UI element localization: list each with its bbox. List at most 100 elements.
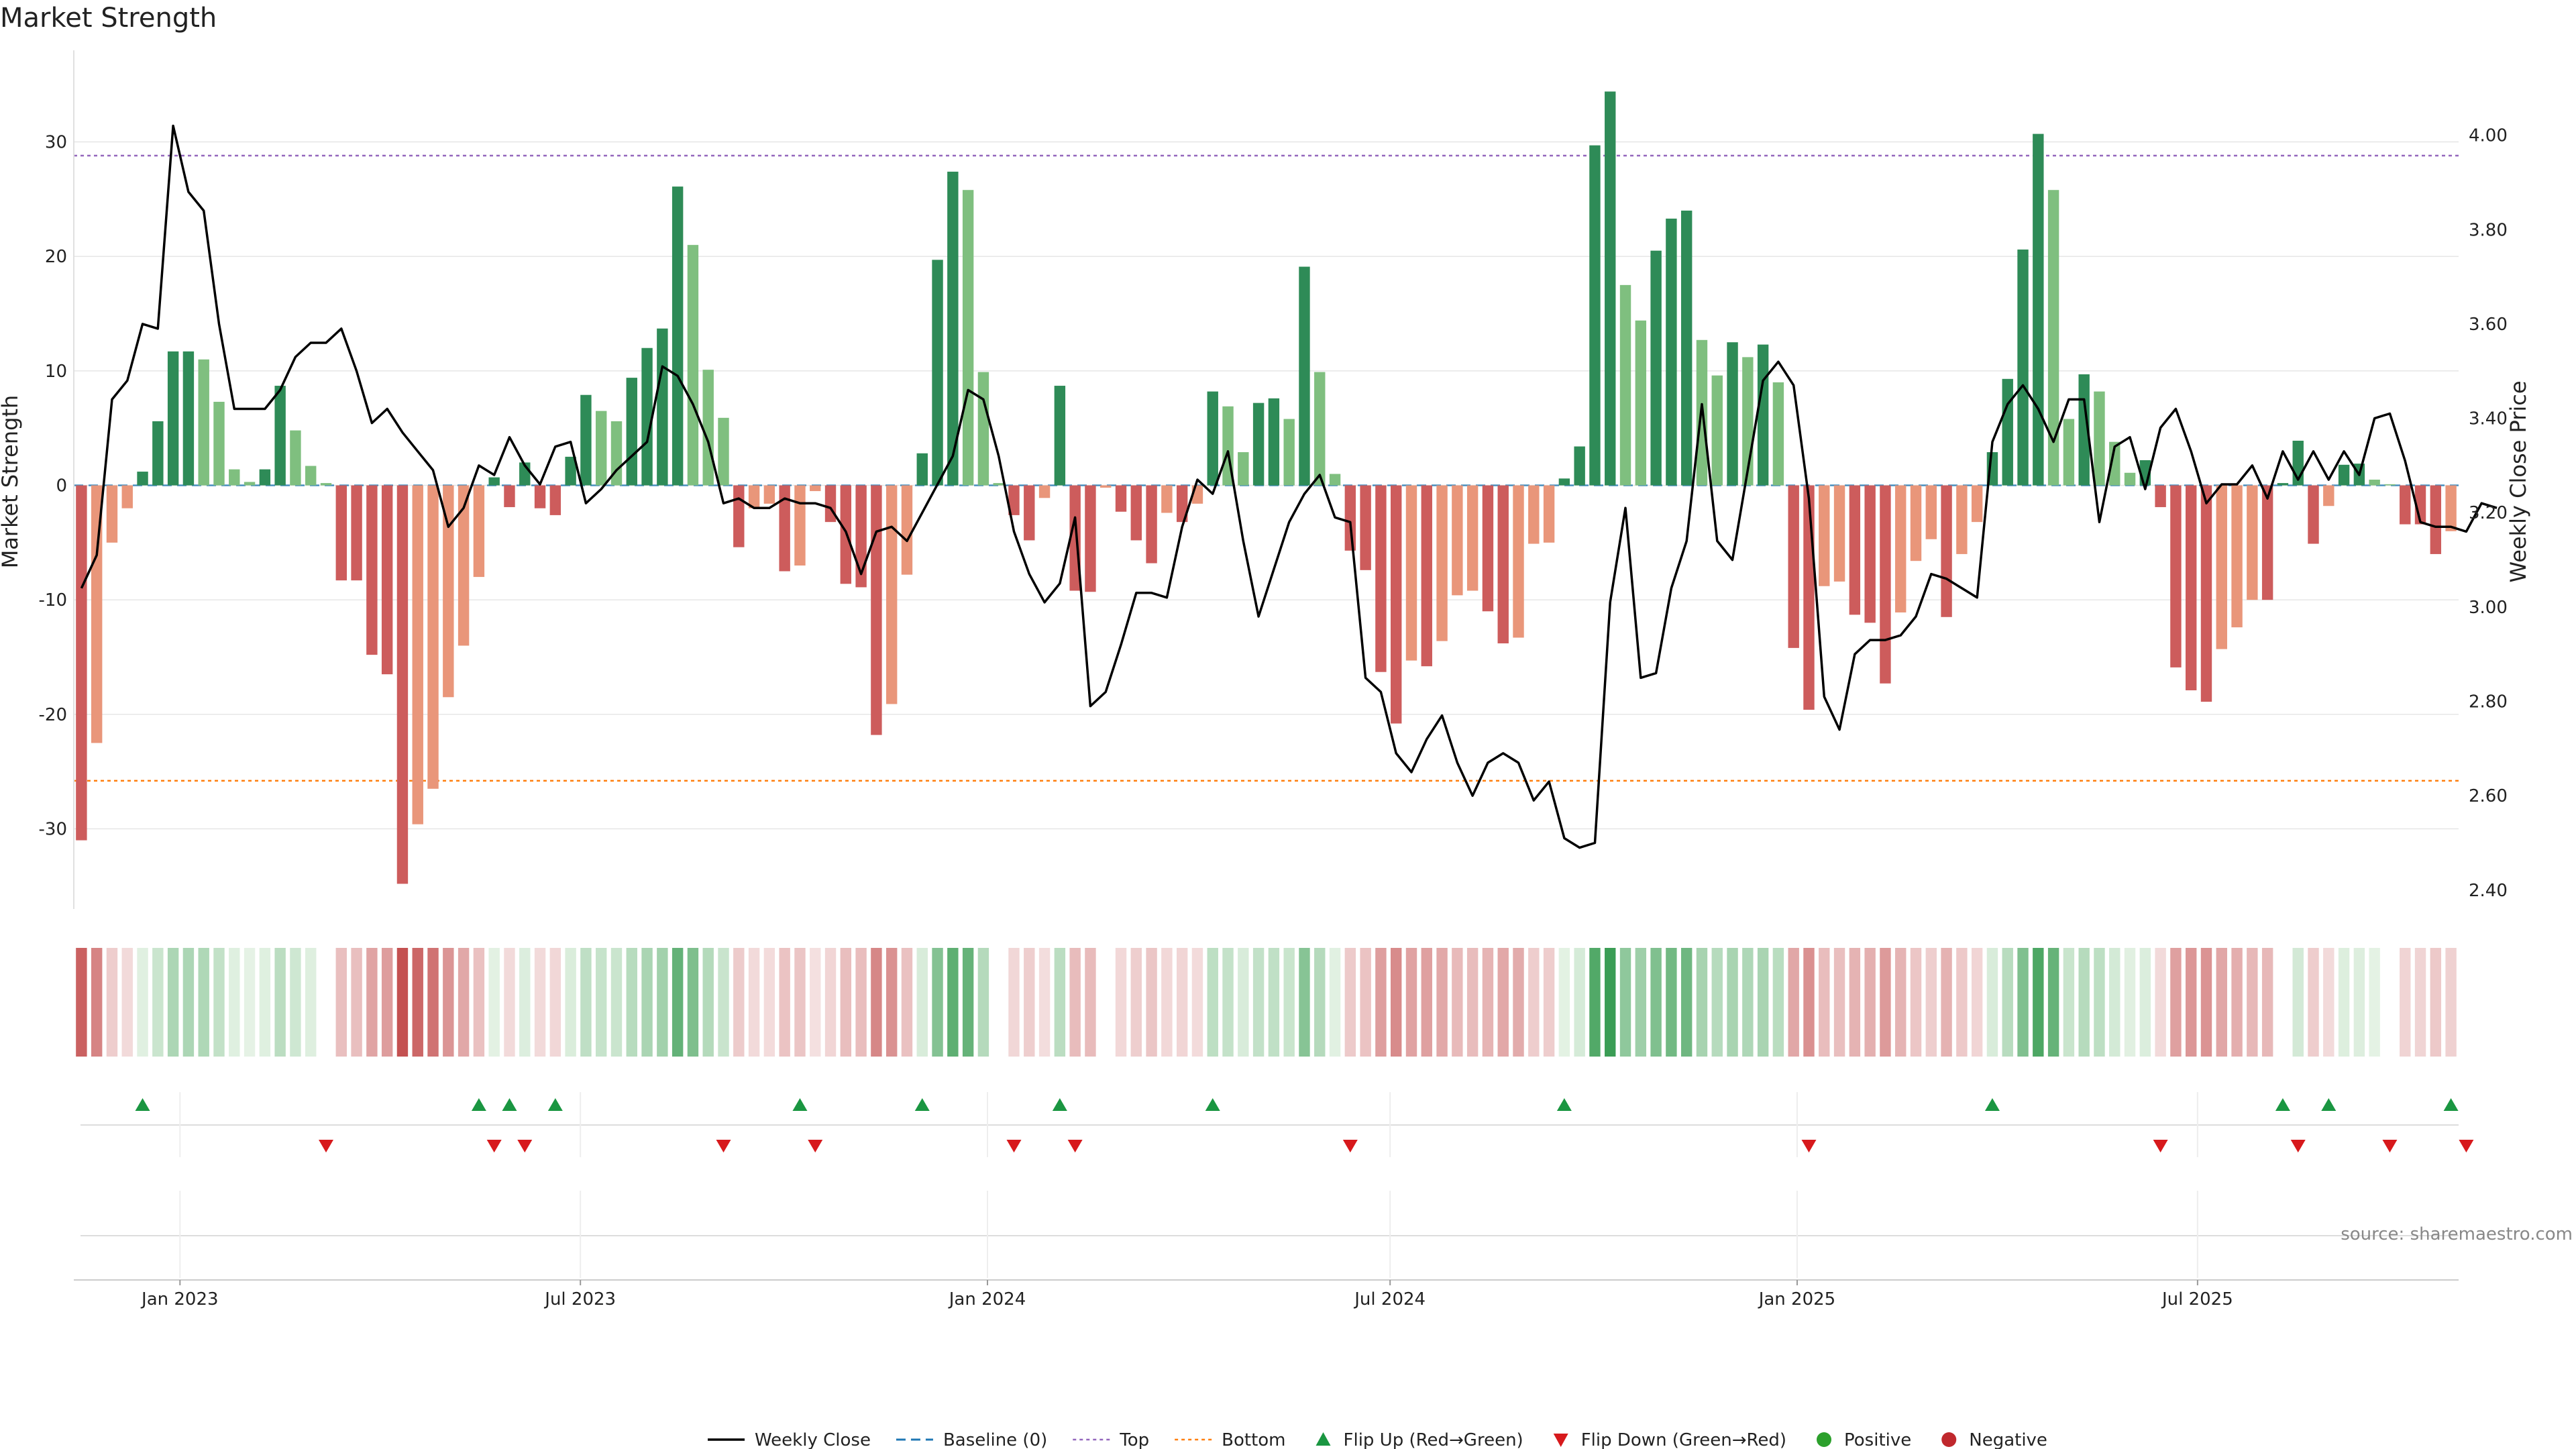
- strip-cell: [2338, 948, 2350, 1057]
- strip-cell: [121, 948, 133, 1057]
- strip-cell: [305, 948, 317, 1057]
- strength-bar: [2094, 391, 2105, 486]
- strip-cell: [1696, 948, 1708, 1057]
- strength-bar: [1115, 485, 1127, 512]
- strength-bar: [1619, 284, 1631, 486]
- strip-cell: [2002, 948, 2013, 1057]
- strength-bar: [947, 171, 959, 486]
- y2-tick-label: 4.00: [2469, 126, 2508, 146]
- strength-bar: [1161, 485, 1173, 513]
- strength-bar: [2124, 472, 2136, 486]
- strength-bar: [91, 485, 103, 743]
- strip-cell: [885, 948, 898, 1057]
- strip-cell: [396, 948, 409, 1057]
- strip-cell: [2200, 948, 2212, 1057]
- strength-bar: [977, 372, 989, 486]
- strength-bar: [2261, 485, 2273, 600]
- strength-bar: [1803, 485, 1815, 710]
- strength-bar: [2216, 485, 2227, 649]
- strength-bar: [198, 359, 209, 486]
- strength-bar: [1833, 485, 1845, 582]
- strength-bar: [396, 485, 409, 884]
- flip-down-marker: [1342, 1140, 1358, 1152]
- legend-item: Flip Up (Red→Green): [1316, 1430, 1523, 1449]
- strength-bar: [305, 466, 317, 486]
- strip-cell: [871, 948, 882, 1057]
- strip-cell: [1543, 948, 1555, 1057]
- strip-cell: [549, 948, 561, 1057]
- strength-bar: [580, 394, 592, 486]
- strip-cell: [1941, 948, 1952, 1057]
- strength-bar: [366, 485, 378, 655]
- strip-cell: [427, 948, 439, 1057]
- strength-bar: [1283, 419, 1295, 486]
- strip-cell: [748, 948, 760, 1057]
- strip-cell: [335, 948, 347, 1057]
- strip-cell: [2017, 948, 2029, 1057]
- strip-cell: [106, 948, 118, 1057]
- strip-cell: [2308, 948, 2319, 1057]
- strip-cell: [1986, 948, 1998, 1057]
- strength-bar: [687, 245, 699, 486]
- strip-cell: [2047, 948, 2059, 1057]
- strip-cell: [1819, 948, 1830, 1057]
- strength-bar: [2155, 485, 2166, 507]
- strip-cell: [1880, 948, 1891, 1057]
- strength-bar: [871, 485, 882, 735]
- x-tick-label: Jan 2023: [140, 1289, 219, 1309]
- strength-bar: [549, 485, 561, 515]
- strip-cell: [244, 948, 256, 1057]
- strip-cell: [2094, 948, 2105, 1057]
- strength-bar: [1008, 485, 1020, 515]
- strip-cell: [1635, 948, 1647, 1057]
- y-tick-label: 0: [56, 476, 67, 496]
- strength-bar: [1819, 485, 1830, 586]
- strength-bar: [2384, 484, 2396, 486]
- strength-bar: [2185, 485, 2197, 691]
- strip-cell: [198, 948, 209, 1057]
- strip-cell: [1925, 948, 1937, 1057]
- strip-cell: [1360, 948, 1371, 1057]
- strength-bar: [152, 421, 164, 486]
- strength-bar: [2231, 485, 2243, 628]
- legend-label: Positive: [1844, 1430, 1911, 1449]
- strength-bar: [167, 351, 179, 486]
- legend-label: Top: [1119, 1430, 1149, 1449]
- strip-cell: [993, 948, 1004, 1057]
- strip-cell: [274, 948, 286, 1057]
- strength-bar: [1941, 485, 1952, 617]
- strength-bar: [335, 485, 347, 581]
- x-tick-label: Jul 2023: [543, 1289, 616, 1309]
- strip-cell: [1375, 948, 1387, 1057]
- strip-cell: [1024, 948, 1035, 1057]
- strength-bar: [2338, 464, 2350, 486]
- strip-cell: [1161, 948, 1173, 1057]
- strength-bar: [229, 469, 240, 486]
- strength-bar: [1497, 485, 1509, 644]
- strip-cell: [2277, 948, 2289, 1057]
- strength-bar: [121, 485, 133, 508]
- strip-cell: [794, 948, 806, 1057]
- strip-cell: [213, 948, 225, 1057]
- strength-bar: [1207, 391, 1218, 486]
- strength-bar: [810, 485, 821, 492]
- strength-bar: [1054, 386, 1066, 486]
- flip-down-marker: [486, 1140, 502, 1152]
- strip-cell: [2109, 948, 2121, 1057]
- legend-item: Positive: [1817, 1430, 1911, 1449]
- chart-title: Market Strength: [0, 3, 217, 34]
- strength-bar: [2002, 378, 2013, 486]
- strength-bar: [1482, 485, 1494, 612]
- strength-bar: [595, 411, 607, 486]
- strength-bar: [779, 485, 790, 572]
- strength-bars: [76, 91, 2457, 884]
- strip-cell: [2231, 948, 2243, 1057]
- y2-axis-label: Weekly Close Price: [2506, 380, 2531, 582]
- strength-bar: [1344, 485, 1356, 551]
- strength-bar: [2400, 485, 2411, 525]
- strip-cell: [1421, 948, 1432, 1057]
- x-axis: Jan 2023 Jul 2023 Jan 2024 Jul 2024 Jan 2025…: [74, 1092, 2459, 1309]
- strip-cell: [2063, 948, 2075, 1057]
- strength-bar: [1543, 485, 1555, 543]
- strip-cell: [381, 948, 393, 1057]
